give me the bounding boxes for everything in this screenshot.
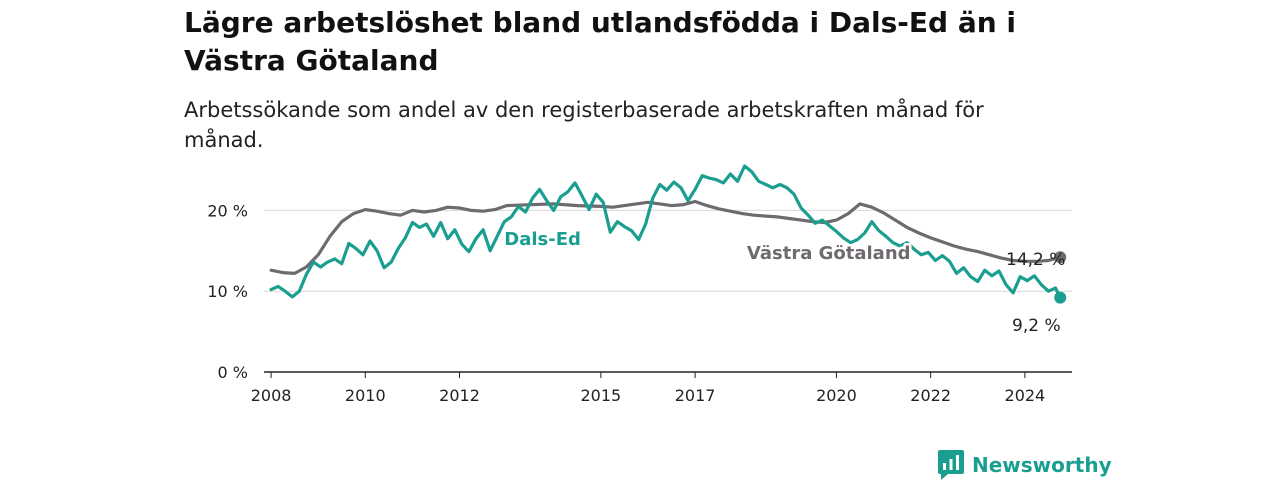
end-label-dals-ed: 9,2 % (1012, 316, 1061, 336)
x-tick-label: 2008 (251, 386, 292, 405)
series-lines (269, 164, 1067, 304)
series-line-dals-ed (269, 164, 1062, 300)
x-tick-label: 2017 (675, 386, 716, 405)
y-tick-label: 20 % (207, 201, 248, 220)
x-tick-label: 2022 (910, 386, 951, 405)
chart-title: Lägre arbetslöshet bland utlandsfödda i … (184, 6, 1016, 77)
x-tick-label: 2024 (1005, 386, 1046, 405)
gridlines (264, 209, 1072, 292)
y-axis-ticks: 0 % 10 % 20 % (207, 201, 248, 382)
brand-name: Newsworthy (972, 453, 1112, 477)
newsworthy-logo: Newsworthy (938, 449, 1112, 481)
x-tick-label: 2010 (345, 386, 386, 405)
newsworthy-logo-icon (938, 450, 964, 480)
series-label-vastra-gotaland: Västra Götaland (747, 243, 911, 264)
series-label-dals-ed: Dals-Ed (504, 229, 581, 250)
x-tick-label: 2012 (439, 386, 480, 405)
series-line-vastra-gotaland (269, 199, 1062, 275)
chart-subtitle: Arbetssökande som andel av den registerb… (184, 98, 984, 152)
x-tick-label: 2015 (581, 386, 622, 405)
y-tick-label: 0 % (218, 363, 248, 382)
y-tick-label: 10 % (207, 282, 248, 301)
x-axis: 2008 2010 2012 2015 2017 2020 2022 2024 (251, 371, 1072, 405)
end-point-dals-ed (1054, 291, 1067, 304)
end-point-vastra-gotaland (1054, 251, 1067, 264)
line-chart: 0 % 10 % 20 % 2008 2010 2012 2015 2017 2020 2022… (207, 164, 1072, 405)
series-labels: Västra Götaland Dals-Ed 14,2 % 9,2 % (502, 227, 1066, 337)
end-label-vastra-gotaland: 14,2 % (1006, 250, 1065, 270)
x-tick-label: 2020 (816, 386, 857, 405)
